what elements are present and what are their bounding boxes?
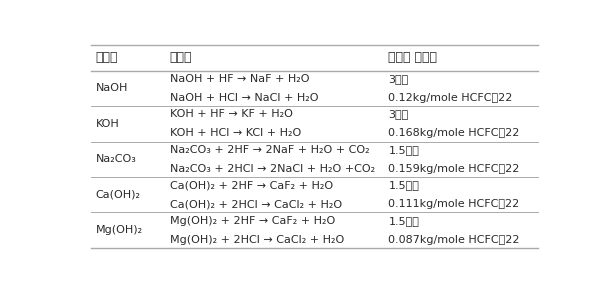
Text: 반응식: 반응식: [169, 51, 192, 65]
Text: Ca(OH)₂ + 2HCl → CaCl₂ + H₂O: Ca(OH)₂ + 2HCl → CaCl₂ + H₂O: [169, 199, 341, 209]
Text: NaOH: NaOH: [96, 84, 128, 94]
Text: 0.12kg/mole HCFC－22: 0.12kg/mole HCFC－22: [389, 93, 513, 103]
Text: KOH + HF → KF + H₂O: KOH + HF → KF + H₂O: [169, 109, 292, 119]
Text: 1.5모럼: 1.5모럼: [389, 145, 419, 155]
Text: 0.087kg/mole HCFC－22: 0.087kg/mole HCFC－22: [389, 235, 520, 245]
Text: 3모럼: 3모럼: [389, 109, 409, 119]
Text: 중화제: 중화제: [96, 51, 119, 65]
Text: Na₂CO₃: Na₂CO₃: [96, 154, 137, 164]
Text: 3모럼: 3모럼: [389, 74, 409, 84]
Text: 0.111kg/mole HCFC－22: 0.111kg/mole HCFC－22: [389, 199, 519, 209]
Text: Mg(OH)₂ + 2HF → CaF₂ + H₂O: Mg(OH)₂ + 2HF → CaF₂ + H₂O: [169, 216, 335, 226]
Text: NaOH + HF → NaF + H₂O: NaOH + HF → NaF + H₂O: [169, 74, 309, 84]
Text: Ca(OH)₂: Ca(OH)₂: [96, 190, 141, 200]
Text: 1.5모럼: 1.5모럼: [389, 180, 419, 190]
Text: Ca(OH)₂ + 2HF → CaF₂ + H₂O: Ca(OH)₂ + 2HF → CaF₂ + H₂O: [169, 180, 333, 190]
Text: Na₂CO₃ + 2HF → 2NaF + H₂O + CO₂: Na₂CO₃ + 2HF → 2NaF + H₂O + CO₂: [169, 145, 369, 155]
Text: Mg(OH)₂ + 2HCl → CaCl₂ + H₂O: Mg(OH)₂ + 2HCl → CaCl₂ + H₂O: [169, 235, 344, 245]
Text: Na₂CO₃ + 2HCl → 2NaCl + H₂O +CO₂: Na₂CO₃ + 2HCl → 2NaCl + H₂O +CO₂: [169, 164, 375, 174]
Text: NaOH + HCl → NaCl + H₂O: NaOH + HCl → NaCl + H₂O: [169, 93, 318, 103]
Text: Mg(OH)₂: Mg(OH)₂: [96, 225, 143, 235]
Text: 0.168kg/mole HCFC－22: 0.168kg/mole HCFC－22: [389, 128, 520, 138]
Text: KOH + HCl → KCl + H₂O: KOH + HCl → KCl + H₂O: [169, 128, 301, 138]
Text: KOH: KOH: [96, 119, 120, 129]
Text: 1.5모럼: 1.5모럼: [389, 216, 419, 226]
Text: 중화제 필요량: 중화제 필요량: [389, 51, 437, 65]
Text: 0.159kg/mole HCFC－22: 0.159kg/mole HCFC－22: [389, 164, 520, 174]
